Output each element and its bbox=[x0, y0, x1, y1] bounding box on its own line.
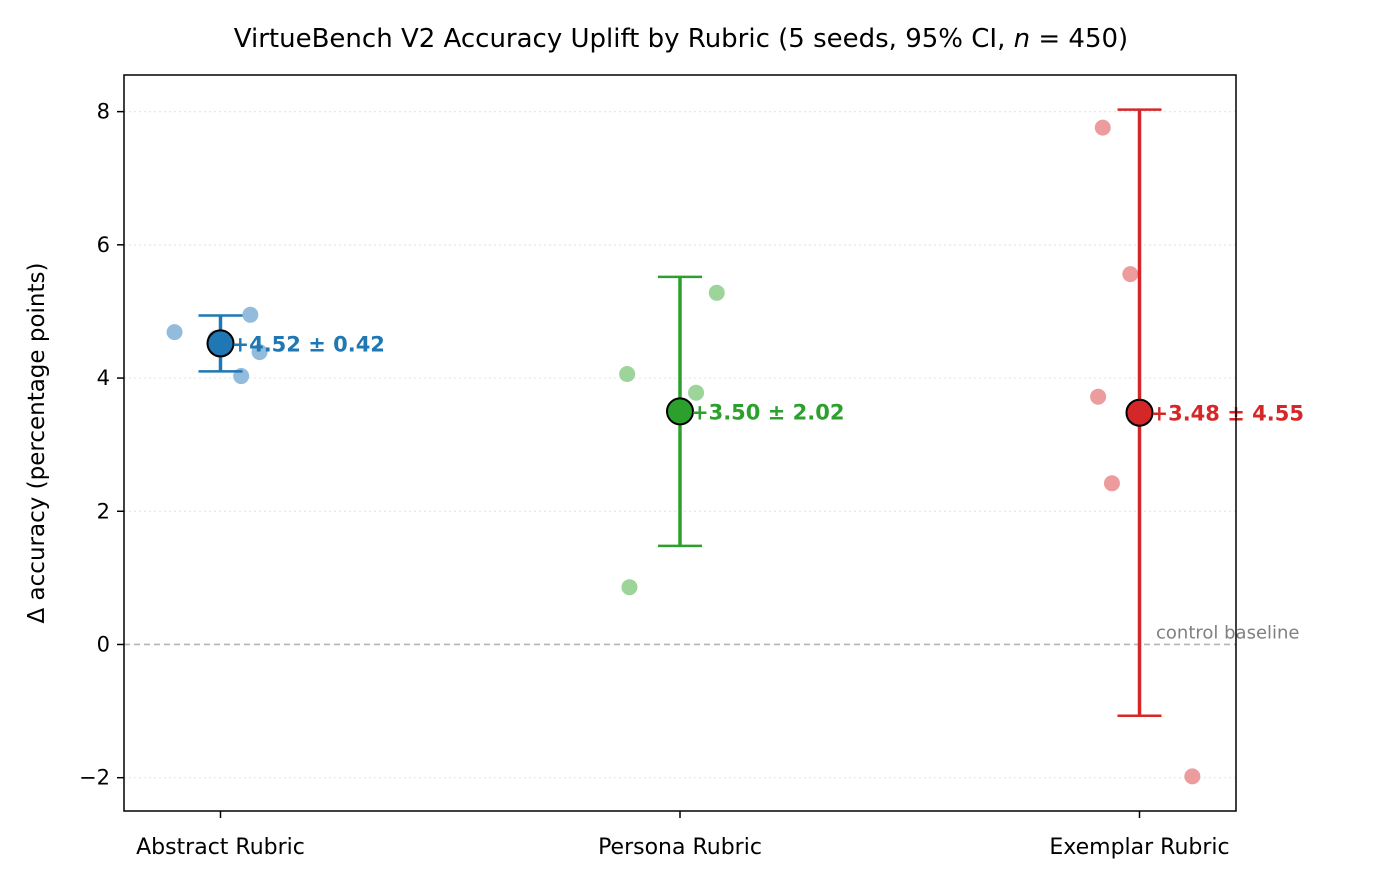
x-tick-label: Abstract Rubric bbox=[136, 835, 305, 860]
x-tick-label: Exemplar Rubric bbox=[1049, 835, 1229, 860]
seed-point bbox=[1103, 475, 1120, 492]
mean-marker bbox=[666, 397, 694, 426]
seed-points bbox=[166, 119, 1201, 785]
seed-point bbox=[1090, 388, 1107, 405]
seed-point bbox=[166, 324, 183, 341]
mean-value-label: +3.48 ± 4.55 bbox=[1151, 402, 1304, 426]
seed-point bbox=[251, 344, 268, 361]
value-labels: +4.52 ± 0.42 +3.50 ± 2.02 +3.48 ± 4.55 bbox=[231, 332, 1303, 425]
chart-title: VirtueBench V2 Accuracy Uplift by Rubric… bbox=[234, 24, 1128, 54]
seed-point bbox=[621, 579, 638, 596]
mean-marker bbox=[206, 329, 235, 358]
x-axis-ticks: Abstract Rubric Persona Rubric Exemplar Ru… bbox=[136, 811, 1230, 860]
y-tick-label: −2 bbox=[79, 766, 110, 790]
y-axis-ticks: −2 0 2 4 6 8 bbox=[79, 100, 124, 790]
y-tick-label: 0 bbox=[97, 632, 110, 656]
baseline-group: control baseline bbox=[124, 622, 1300, 646]
y-tick-label: 6 bbox=[97, 233, 110, 257]
y-axis-label: Δ accuracy (percentage points) bbox=[24, 263, 50, 624]
x-tick-label: Persona Rubric bbox=[598, 835, 762, 860]
mean-marker bbox=[1125, 398, 1154, 427]
seed-point bbox=[242, 306, 259, 323]
mean-markers bbox=[206, 329, 1154, 427]
y-tick-label: 8 bbox=[97, 100, 110, 124]
baseline-label: control baseline bbox=[1156, 622, 1300, 643]
seed-point bbox=[688, 384, 705, 401]
mean-value-label: +3.50 ± 2.02 bbox=[691, 400, 844, 424]
seed-point bbox=[1184, 768, 1201, 785]
seed-point bbox=[619, 366, 636, 383]
seed-point bbox=[708, 284, 725, 301]
y-tick-label: 2 bbox=[97, 499, 110, 523]
seed-point bbox=[1122, 266, 1139, 283]
seed-point bbox=[1094, 119, 1111, 136]
mean-value-label: +4.52 ± 0.42 bbox=[231, 332, 384, 356]
y-tick-label: 4 bbox=[97, 366, 110, 390]
